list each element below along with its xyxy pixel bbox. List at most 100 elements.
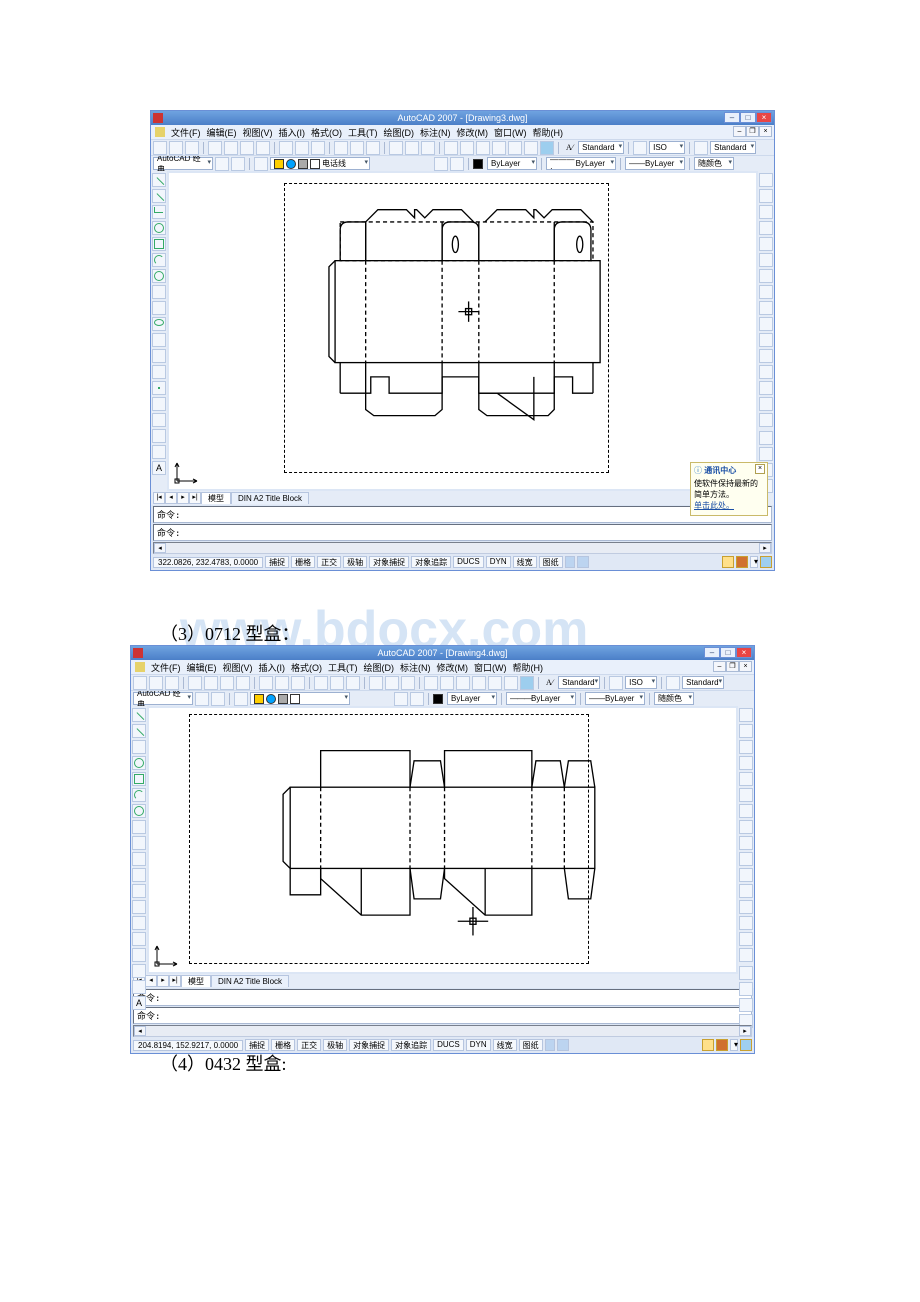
join-icon[interactable] (759, 365, 773, 379)
gradient-icon[interactable] (132, 948, 146, 962)
move-icon[interactable] (739, 788, 753, 802)
move-icon[interactable] (759, 253, 773, 267)
revcloud-icon[interactable] (132, 820, 146, 834)
ortho-button[interactable]: 正交 (297, 1039, 321, 1051)
undo-icon[interactable] (314, 676, 328, 690)
mdi-minimize-button[interactable]: – (713, 661, 726, 672)
redo-icon[interactable] (350, 141, 364, 155)
fillet-icon[interactable] (739, 932, 753, 946)
gradient-icon[interactable] (152, 413, 166, 427)
preview-icon[interactable] (224, 141, 238, 155)
rectangle-icon[interactable] (132, 772, 146, 786)
lineweight-drop[interactable]: —— ByLayer (625, 157, 685, 170)
makeblock-icon[interactable] (132, 900, 146, 914)
offset-icon[interactable] (739, 756, 753, 770)
tab-next-icon[interactable]: ▸ (157, 975, 169, 987)
tablestyle-drop[interactable]: Standard (682, 676, 724, 689)
mdi-restore-button[interactable]: ❐ (726, 661, 739, 672)
layer-prev-icon[interactable] (394, 692, 408, 706)
close-button[interactable]: × (756, 112, 772, 123)
zoom-prev-icon[interactable] (401, 676, 415, 690)
line2-icon[interactable] (152, 189, 166, 203)
textstyle-drop[interactable]: Standard (578, 141, 624, 154)
tab-prev-icon[interactable]: ◂ (145, 975, 157, 987)
copy-icon[interactable] (739, 724, 753, 738)
explode-icon[interactable] (739, 948, 753, 962)
chamfer-icon[interactable] (739, 916, 753, 930)
dimstyle-drop[interactable]: ISO (649, 141, 685, 154)
tab-model[interactable]: 模型 (181, 975, 211, 987)
drawing-canvas[interactable] (149, 708, 736, 972)
insert-icon[interactable] (132, 884, 146, 898)
layer-state-icon[interactable] (450, 157, 464, 171)
zoom-prev-icon[interactable] (421, 141, 435, 155)
menu-item[interactable]: 编辑(E) (187, 661, 217, 674)
new-icon[interactable] (133, 676, 147, 690)
tb-icon[interactable] (694, 141, 708, 155)
ws-save-icon[interactable] (211, 692, 225, 706)
circle-icon[interactable] (152, 269, 166, 283)
dyn-button[interactable]: DYN (466, 1039, 491, 1051)
tray-icon[interactable] (760, 556, 772, 568)
erase-icon[interactable] (759, 173, 773, 187)
layer-state-icon[interactable] (410, 692, 424, 706)
polygon-icon[interactable] (152, 221, 166, 235)
table-icon[interactable] (152, 445, 166, 459)
dc-icon[interactable] (460, 141, 474, 155)
undo-icon[interactable] (334, 141, 348, 155)
stretch-icon[interactable] (739, 836, 753, 850)
tray-icon[interactable] (740, 1039, 752, 1051)
mirror-icon[interactable] (759, 205, 773, 219)
menu-item[interactable]: 格式(O) (311, 126, 342, 139)
dc-icon[interactable] (440, 676, 454, 690)
menu-item[interactable]: 工具(T) (328, 661, 358, 674)
osnap-button[interactable]: 对象捕捉 (349, 1039, 389, 1051)
chamfer-icon[interactable] (759, 381, 773, 395)
zoom-rt-icon[interactable] (389, 141, 403, 155)
tab-model[interactable]: 模型 (201, 492, 231, 504)
menu-item[interactable]: 修改(M) (457, 126, 489, 139)
tab-last-icon[interactable]: ▸| (189, 492, 201, 504)
trim-icon[interactable] (759, 317, 773, 331)
trim-icon[interactable] (739, 852, 753, 866)
copy-icon[interactable] (279, 141, 293, 155)
osnap-button[interactable]: 对象捕捉 (369, 556, 409, 568)
point-icon[interactable] (132, 916, 146, 930)
ref-b-icon[interactable] (739, 982, 753, 996)
hatch-icon[interactable] (132, 932, 146, 946)
preview-icon[interactable] (204, 676, 218, 690)
rectangle-icon[interactable] (152, 237, 166, 251)
region-icon[interactable] (132, 964, 146, 978)
paper-button[interactable]: 图纸 (519, 1039, 543, 1051)
region-icon[interactable] (152, 429, 166, 443)
publish-icon[interactable] (220, 676, 234, 690)
markup-icon[interactable] (508, 141, 522, 155)
line2-icon[interactable] (132, 724, 146, 738)
comm-link[interactable]: 单击此处。 (694, 501, 734, 510)
copy-icon[interactable] (759, 189, 773, 203)
redo-icon[interactable] (330, 676, 344, 690)
menu-item[interactable]: 帮助(H) (513, 661, 544, 674)
ref-c-icon[interactable] (739, 998, 753, 1012)
plotstyle-drop[interactable]: 随颜色 (694, 157, 734, 170)
array-icon[interactable] (739, 772, 753, 786)
fillet-icon[interactable] (759, 397, 773, 411)
mdi-minimize-button[interactable]: – (733, 126, 746, 137)
menu-item[interactable]: 工具(T) (348, 126, 378, 139)
ws-settings-icon[interactable] (215, 157, 229, 171)
point-icon[interactable] (152, 381, 166, 395)
revcloud-icon[interactable] (152, 285, 166, 299)
comm-icon[interactable] (722, 556, 734, 568)
menu-item[interactable]: 编辑(E) (207, 126, 237, 139)
command-line[interactable]: 命令: (153, 506, 772, 523)
tab-last-icon[interactable]: ▸| (169, 975, 181, 987)
zoom-win-icon[interactable] (385, 676, 399, 690)
status-icon[interactable] (577, 556, 589, 568)
array-icon[interactable] (759, 237, 773, 251)
workspace-drop[interactable]: AutoCAD 经典 (133, 692, 193, 705)
ducs-button[interactable]: DUCS (433, 1039, 464, 1051)
dim-icon[interactable] (633, 141, 647, 155)
ellipsearc-icon[interactable] (132, 868, 146, 882)
stretch-icon[interactable] (759, 301, 773, 315)
drawing-canvas[interactable] (169, 173, 756, 489)
